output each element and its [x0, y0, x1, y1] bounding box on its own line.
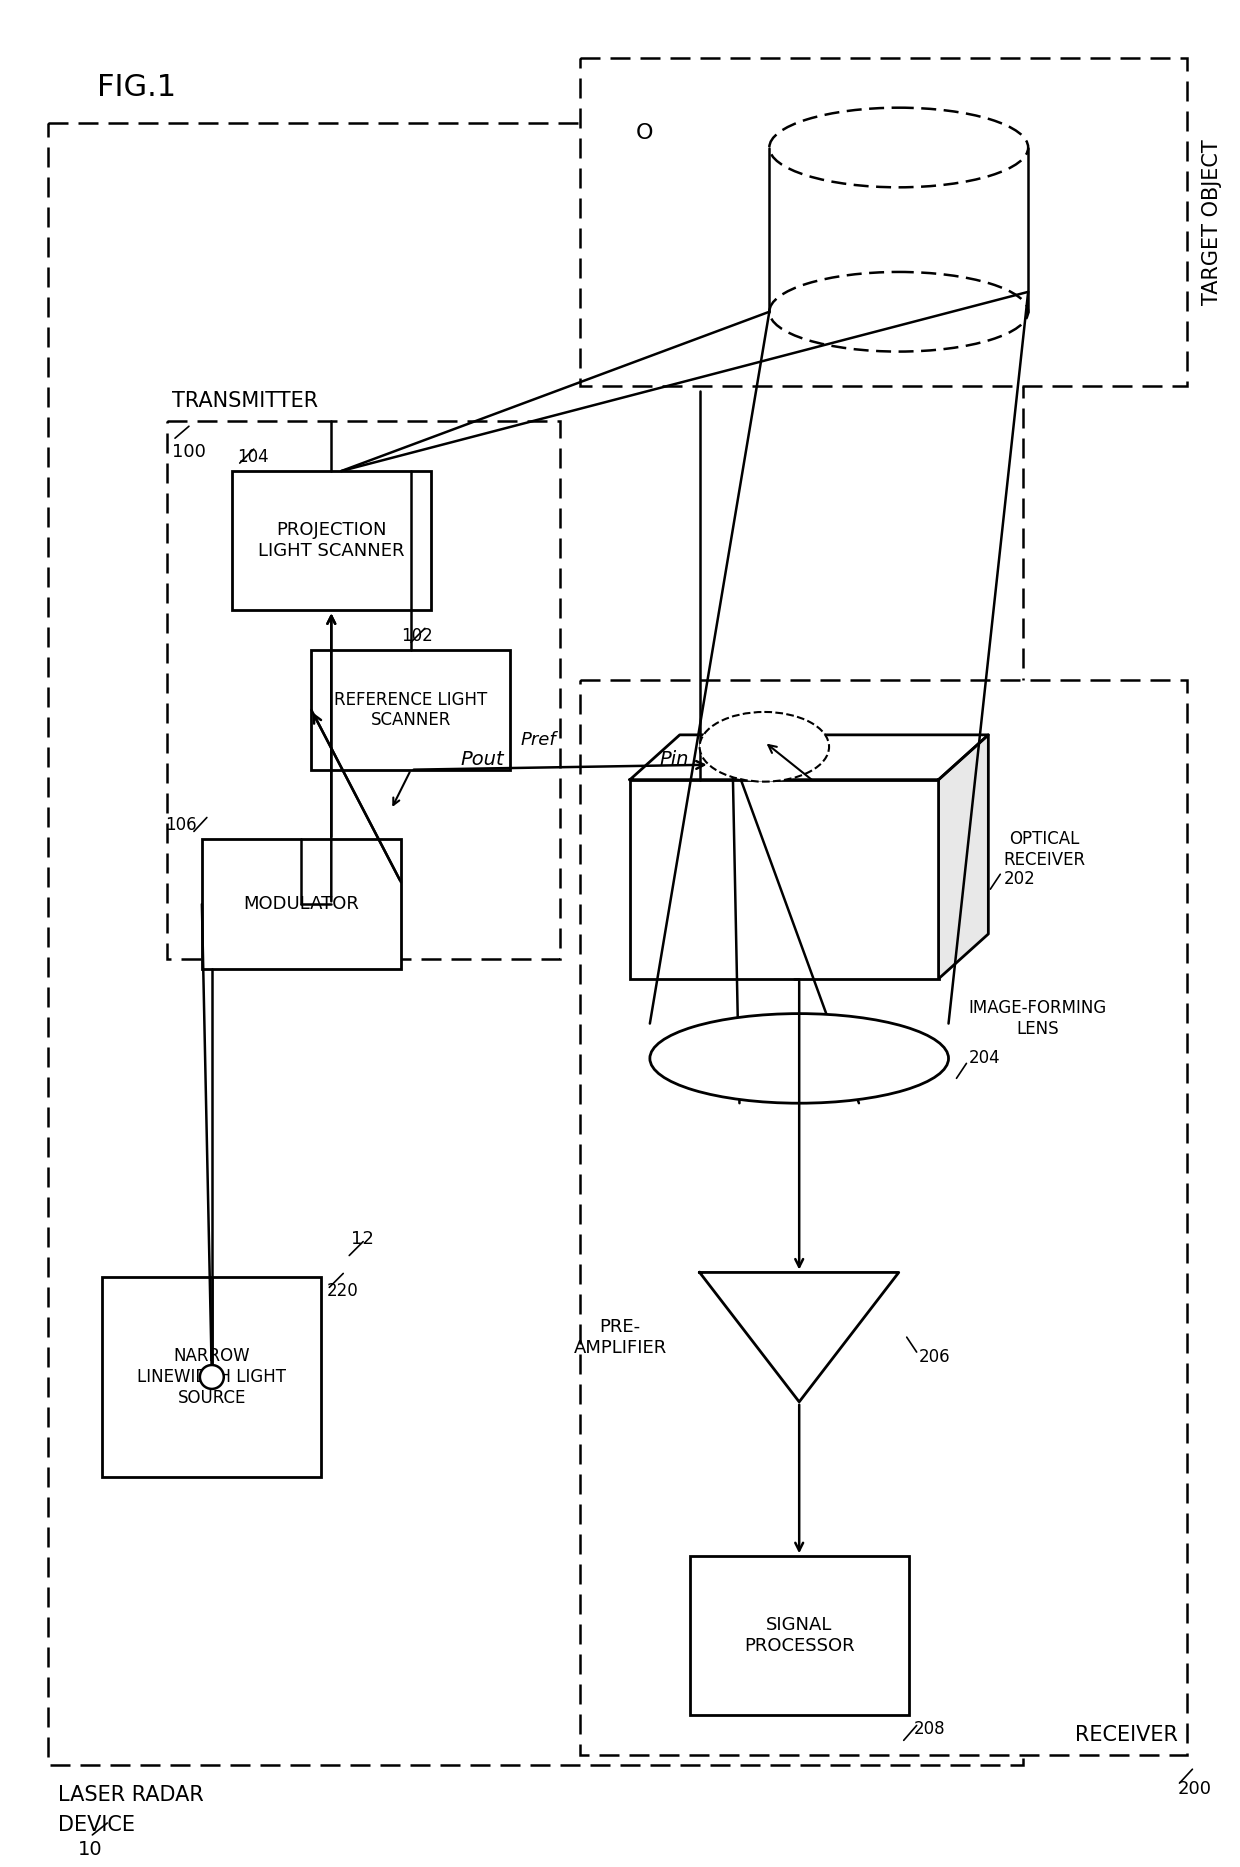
- Text: Pin: Pin: [660, 751, 689, 769]
- Text: REFERENCE LIGHT
SCANNER: REFERENCE LIGHT SCANNER: [335, 691, 487, 730]
- Ellipse shape: [650, 1014, 949, 1103]
- Text: DEVICE: DEVICE: [57, 1815, 134, 1835]
- Ellipse shape: [769, 108, 1028, 187]
- Text: IMAGE-FORMING
LENS: IMAGE-FORMING LENS: [968, 999, 1106, 1038]
- Text: 10: 10: [77, 1839, 102, 1860]
- Text: 206: 206: [919, 1348, 950, 1367]
- Bar: [311, 650, 511, 769]
- Text: TRANSMITTER: TRANSMITTER: [172, 392, 319, 411]
- Text: TARGET OBJECT: TARGET OBJECT: [1203, 140, 1223, 304]
- Text: 200: 200: [1178, 1779, 1211, 1798]
- Bar: [103, 1277, 321, 1477]
- Ellipse shape: [769, 273, 1028, 351]
- Text: 220: 220: [326, 1283, 358, 1301]
- Text: 102: 102: [401, 627, 433, 646]
- Text: PROJECTION
LIGHT SCANNER: PROJECTION LIGHT SCANNER: [258, 521, 404, 560]
- Bar: [167, 422, 560, 960]
- Text: 106: 106: [165, 816, 197, 835]
- Bar: [47, 123, 1023, 1764]
- Text: MODULATOR: MODULATOR: [243, 894, 360, 913]
- Bar: [232, 470, 430, 611]
- Polygon shape: [630, 736, 988, 780]
- Text: 100: 100: [172, 442, 206, 461]
- Circle shape: [200, 1365, 223, 1389]
- Text: 202: 202: [1003, 870, 1035, 889]
- Ellipse shape: [699, 711, 830, 782]
- Text: FIG.1: FIG.1: [98, 73, 176, 103]
- Bar: [580, 58, 1188, 386]
- Text: Pout: Pout: [461, 751, 505, 769]
- Text: Pref: Pref: [521, 730, 557, 749]
- Text: LASER RADAR: LASER RADAR: [57, 1785, 203, 1805]
- Text: 204: 204: [968, 1049, 999, 1068]
- Text: O: O: [636, 123, 653, 142]
- Polygon shape: [699, 1273, 899, 1402]
- Bar: [202, 840, 401, 969]
- Text: OPTICAL
RECEIVER: OPTICAL RECEIVER: [1003, 831, 1085, 868]
- Text: RECEIVER: RECEIVER: [1075, 1725, 1178, 1746]
- Text: PRE-
AMPLIFIER: PRE- AMPLIFIER: [573, 1318, 667, 1357]
- Bar: [689, 1557, 909, 1716]
- Text: NARROW
LINEWIDTH LIGHT
SOURCE: NARROW LINEWIDTH LIGHT SOURCE: [138, 1348, 286, 1406]
- Text: 12: 12: [351, 1230, 374, 1247]
- Bar: [630, 780, 939, 978]
- Bar: [580, 680, 1188, 1755]
- Text: 104: 104: [237, 448, 268, 467]
- Polygon shape: [939, 736, 988, 978]
- Text: 208: 208: [914, 1720, 945, 1738]
- Text: SIGNAL
PROCESSOR: SIGNAL PROCESSOR: [744, 1617, 854, 1656]
